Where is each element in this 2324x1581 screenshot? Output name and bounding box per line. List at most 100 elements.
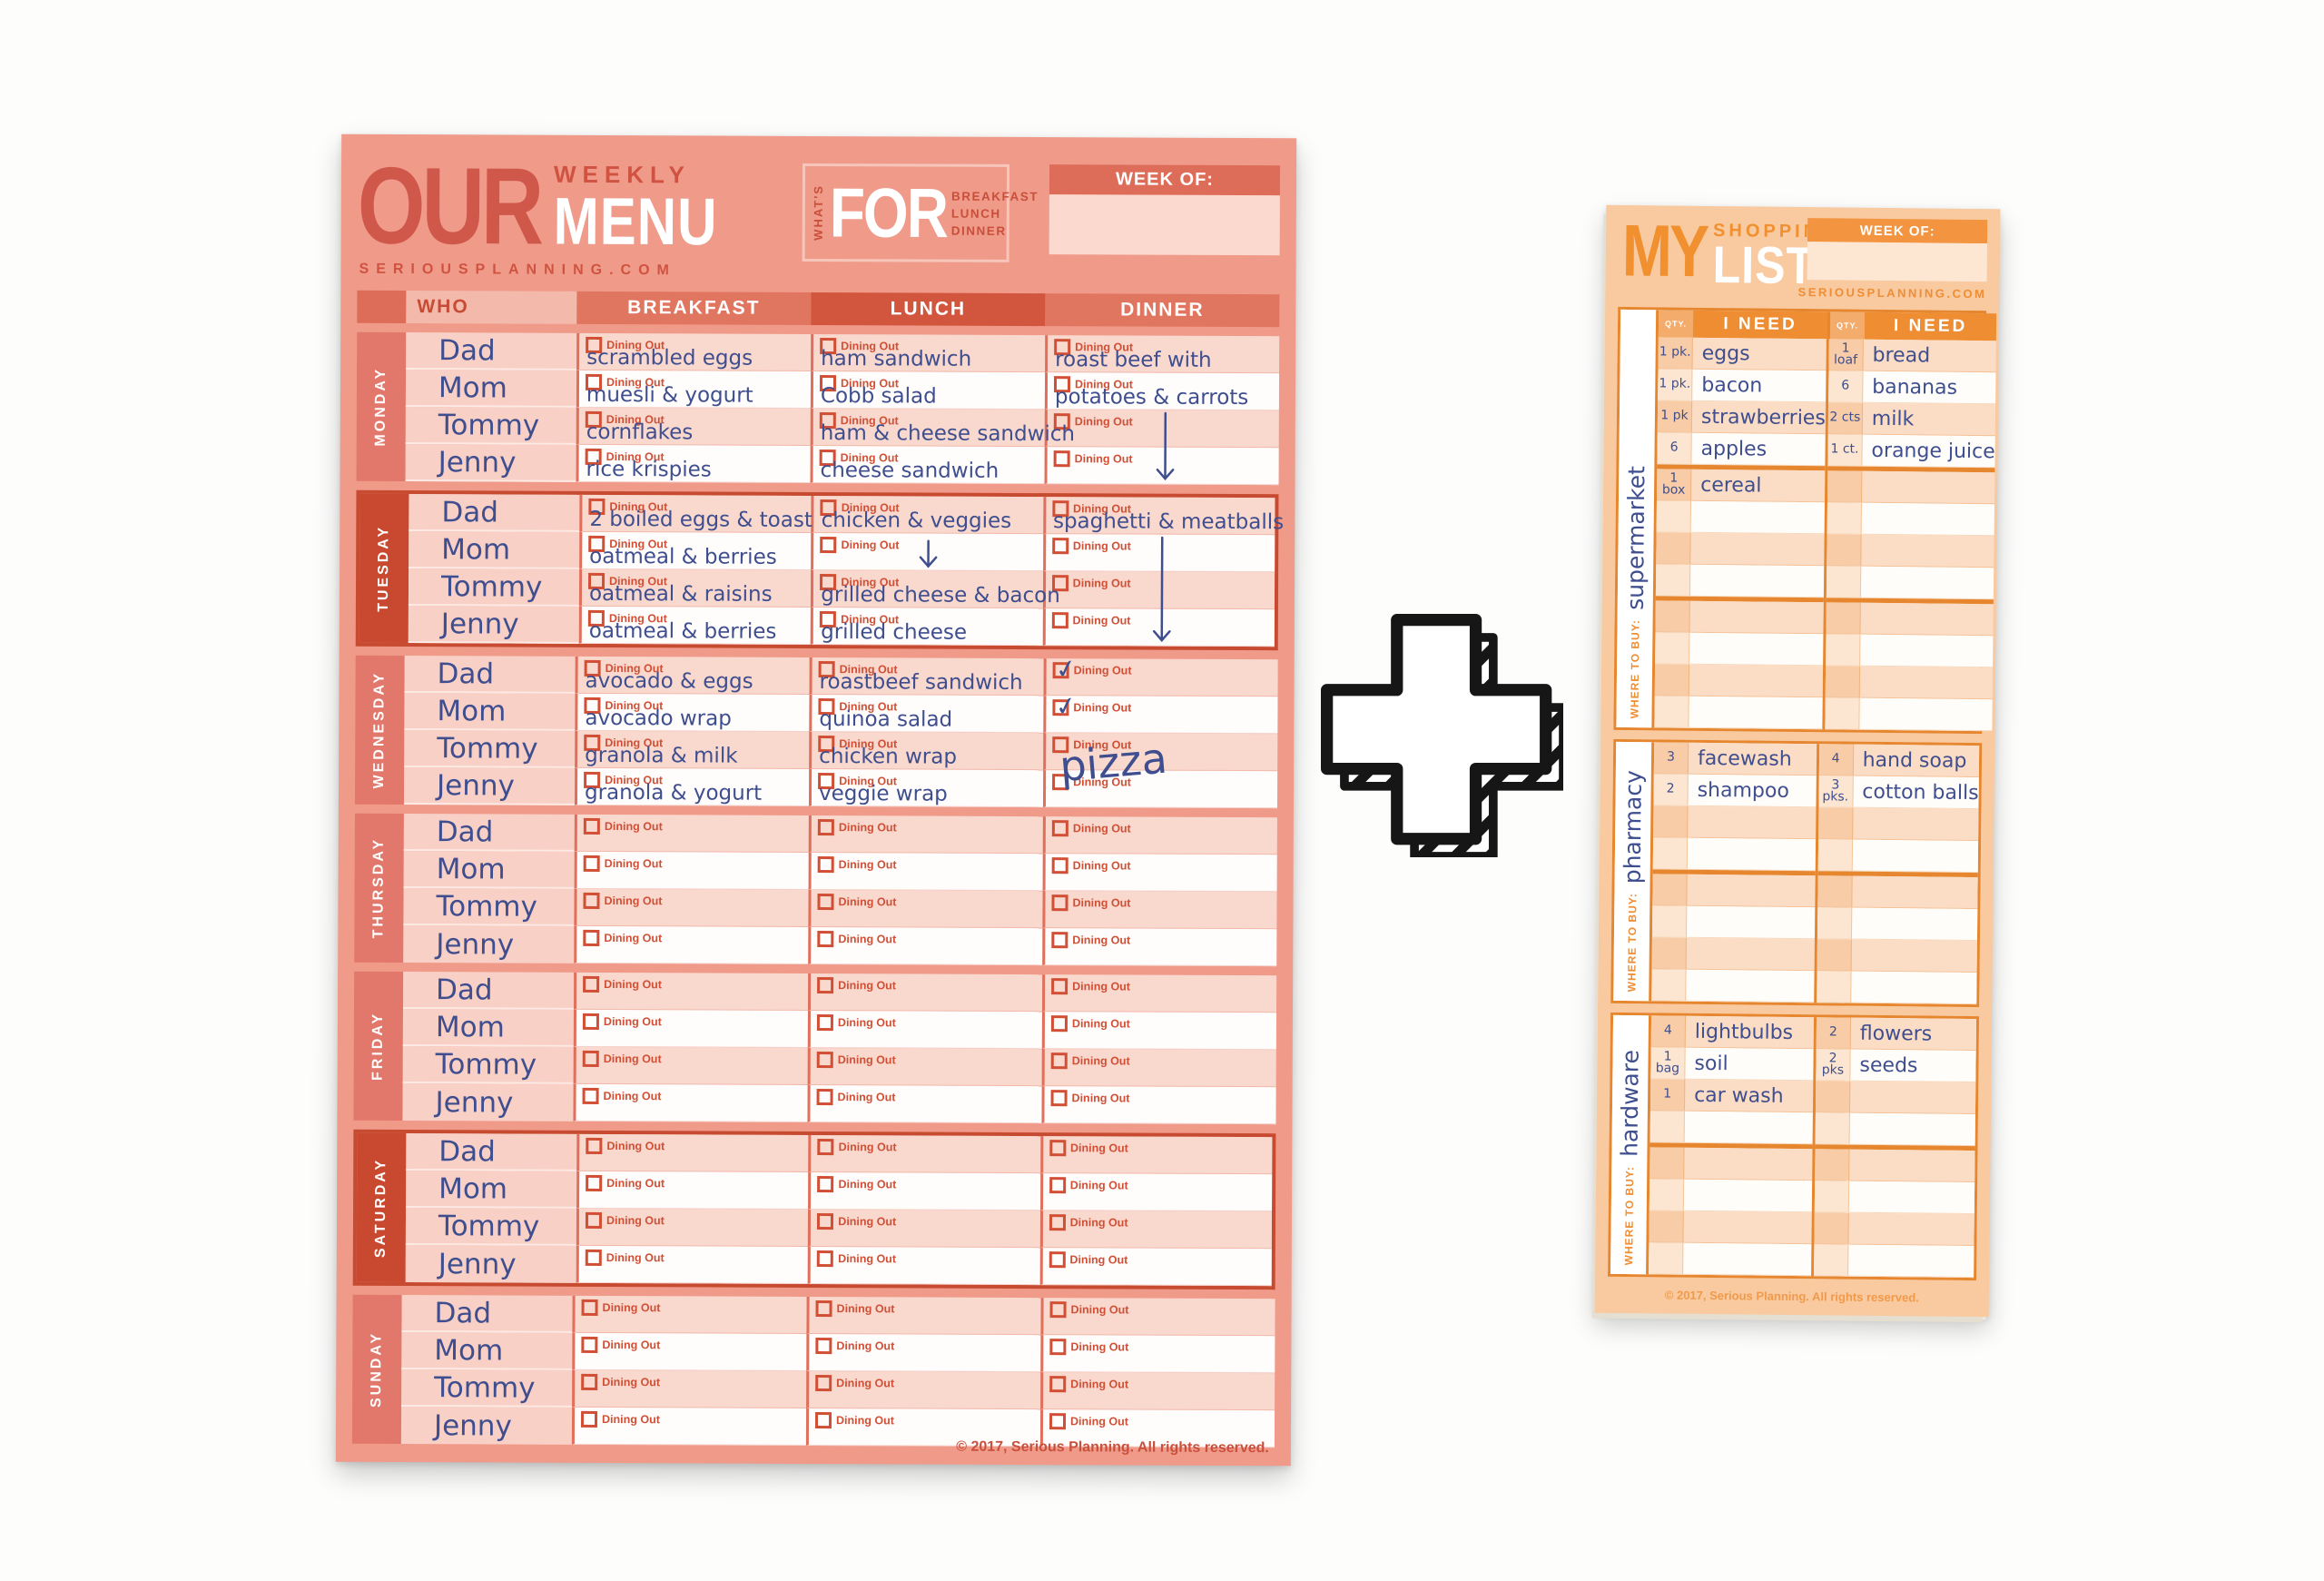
person-name: Jenny [436,768,516,803]
list-row [1817,807,1979,842]
list-week-of-label: WEEK OF: [1807,218,1988,244]
breakfast-cell: Dining Out [576,1133,809,1172]
checkbox-icon [817,819,834,836]
item-cell [1862,471,1995,504]
qty-cell [1827,534,1862,566]
person-name: Dad [434,1296,492,1329]
handwritten-item: apples [1700,437,1768,461]
dining-out-label: Dining Out [1072,539,1131,553]
list-row: 1 bag soil [1650,1047,1814,1082]
checkbox-icon [582,1087,599,1104]
breakfast-cell: Dining Out scrambled eggs [576,332,812,371]
dining-out-checkbox: Dining Out [817,931,896,948]
dining-out-label: Dining Out [606,1176,665,1191]
item-cell [1861,567,1994,599]
dining-out-checkbox: Dining Out [815,1375,894,1392]
handwritten-item: strawberries [1700,405,1827,430]
lunch-cell: Dining Out [808,815,1043,855]
person-row: Jenny Dining Out rice krispies Dining Out ch… [405,444,1279,486]
checkbox-icon [582,1050,599,1067]
dining-out-checkbox: Dining Out [580,1410,660,1428]
dining-out-checkbox: Dining Out [817,1213,896,1230]
checkbox-icon [1051,538,1068,555]
day-tab: FRIDAY [353,971,404,1122]
menu-days: MONDAY Dad Dining Out scrambled eggs Dining … [351,331,1284,1448]
dining-out-label: Dining Out [838,1252,897,1266]
handwritten-qty: 2 [1828,1024,1837,1040]
handwritten-entry: oatmeal & raisins [588,581,773,607]
handwritten-qty: 4 [1663,1023,1672,1038]
day-rows: Dad Dining Out Dining Out Dining Out Mom Dini… [400,1295,1275,1448]
dinner-cell: ✓ Dining Out [1043,652,1278,697]
dining-out-checkbox: Dining Out [1050,1015,1130,1033]
dining-out-checkbox: Dining Out [1049,1140,1128,1157]
breakfast-cell: Dining Out [574,925,809,964]
dining-out-label: Dining Out [838,1215,897,1229]
section-rows: 1 pk. eggs 1 pk. bacon 1 pk strawberries 6 appl… [1654,337,1997,732]
item-cell: orange juice [1862,435,1995,468]
lunch-cell: Dining Out [808,1171,1040,1211]
dining-out-checkbox: Dining Out [817,819,897,836]
qty-cell: 2 [1653,774,1689,805]
person-name: Dad [438,1134,496,1168]
dinner-cell: Dining Out [1039,1173,1273,1212]
person-name: Jenny [438,1247,517,1281]
person-name-cell: Dad [406,332,577,371]
item-cell [1851,972,1977,1003]
item-cell [1690,565,1824,598]
handwritten-entry: ham & cheese sandwich [820,421,1076,447]
handwritten-entry: oatmeal & berries [588,618,777,644]
item-cell: cereal [1691,469,1825,502]
list-row [1814,1212,1974,1247]
shopping-list-pad: MY SHOPPING LIST WEEK OF: SERIOUSPLANNIN… [1594,204,2001,1318]
dinner-cell: Dining Out [1040,1335,1275,1374]
checkbox-icon: ✓ [1052,689,1079,723]
checkbox-icon [817,1176,834,1193]
item-cell [1686,970,1814,1002]
shopping-sections: supermarket WHERE TO BUY: QTY. I NEED QTY. I … [1608,306,1997,1281]
dining-out-checkbox: Dining Out [583,817,663,835]
dining-out-checkbox: Dining Out [1049,1177,1128,1194]
handwritten-qty: 2 pks [1821,1051,1845,1078]
list-row: 1 car wash [1649,1079,1814,1113]
list-title-my: MY [1621,209,1708,292]
handwritten-item: cotton balls [1862,780,1979,805]
item-cell [1691,501,1825,534]
person-name: Tommy [437,731,538,766]
qty-cell [1814,1244,1849,1276]
handwritten-qty: 3 pks. [1822,777,1849,805]
day-tab: WEDNESDAY [354,655,405,805]
checkbox-icon [816,1014,833,1032]
dinner-cell: Dining Out [1040,1372,1275,1411]
handwritten-item: hand soap [1862,748,1967,773]
person-row: Dad Dining Out scrambled eggs Dining Out ham… [406,332,1280,374]
lunch-cell: Dining Out quinoa salad [809,694,1044,734]
list-week-of: WEEK OF: [1807,218,1988,282]
dinner-cell: Dining Out [1042,891,1277,930]
handwritten-item: cereal [1700,473,1762,498]
handwritten-item: eggs [1701,341,1750,365]
section-column: 2 flowers 2 pks seeds [1811,1017,1977,1279]
i-need-column-label: I NEED [1893,316,1968,336]
dining-out-label: Dining Out [604,819,663,834]
breakfast-cell: Dining Out muesli & yogurt [576,370,812,409]
list-row [1649,1242,1812,1277]
item-cell: apples [1691,433,1825,466]
list-row [1826,602,1994,637]
list-row: 2 flowers [1816,1017,1977,1052]
qty-cell [1654,664,1690,696]
handwritten-item: milk [1871,407,1915,430]
dining-out-label: Dining Out [606,1139,665,1153]
qty-cell [1826,602,1861,634]
list-title-list: LIST [1712,235,1816,295]
list-week-of-blank-field [1807,242,1987,282]
person-row: Dad Dining Out Dining Out Dining Out [402,972,1277,1013]
lunch-cell: Dining Out roastbeef sandwich [809,657,1044,697]
dining-out-label: Dining Out [835,1414,894,1428]
breakfast-cell: Dining Out granola & yogurt [574,767,810,806]
list-row: 2 cts milk [1827,402,1996,437]
checkbox-icon [817,977,834,994]
item-cell [1848,1245,1974,1277]
handwritten-item: seeds [1859,1053,1918,1077]
item-cell [1859,698,1993,731]
